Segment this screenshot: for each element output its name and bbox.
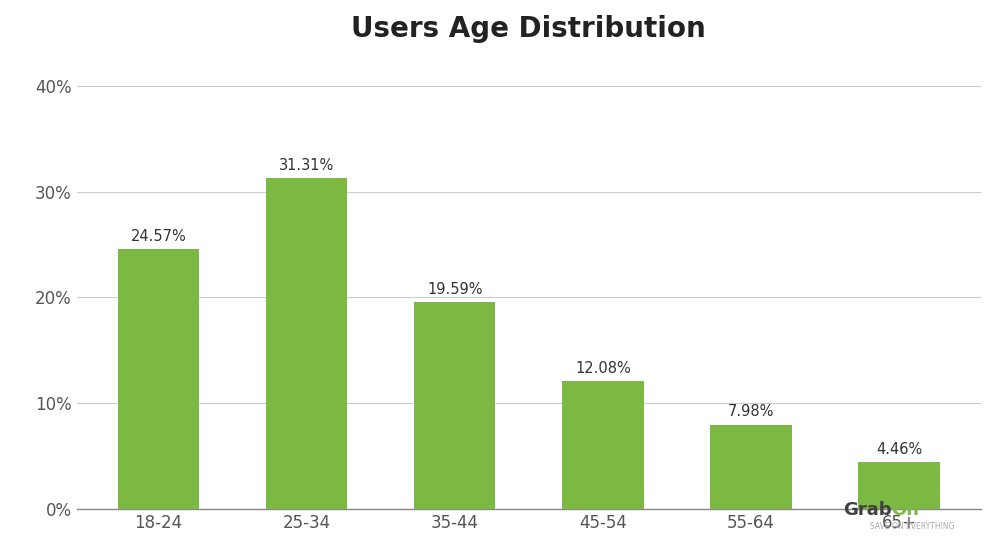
Text: On: On: [891, 501, 919, 519]
Bar: [414, 302, 495, 509]
Bar: [562, 381, 643, 509]
Text: 4.46%: 4.46%: [876, 441, 922, 456]
Text: 19.59%: 19.59%: [427, 281, 482, 296]
Text: SAVE ON EVERYTHING: SAVE ON EVERYTHING: [871, 522, 954, 531]
Text: 31.31%: 31.31%: [279, 157, 335, 172]
Title: Users Age Distribution: Users Age Distribution: [352, 15, 706, 43]
Text: 12.08%: 12.08%: [575, 361, 630, 376]
Text: 24.57%: 24.57%: [130, 229, 186, 244]
Bar: [859, 462, 940, 509]
Bar: [118, 249, 199, 509]
Text: Grab: Grab: [843, 501, 891, 519]
Text: 7.98%: 7.98%: [728, 405, 774, 419]
Bar: [266, 178, 348, 509]
Bar: [710, 425, 792, 509]
